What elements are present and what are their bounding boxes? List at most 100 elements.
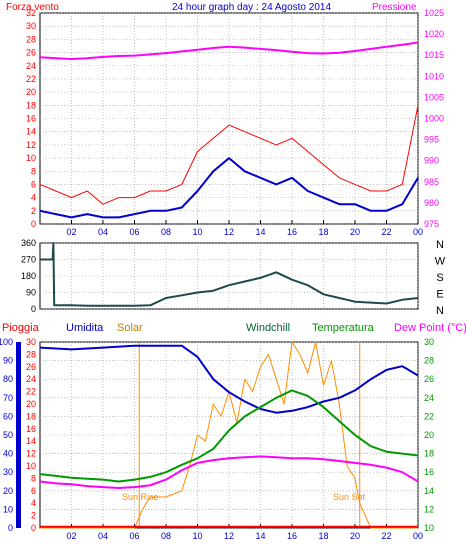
y-tick-label: 18	[26, 100, 36, 110]
y-tick-label: 16	[424, 467, 434, 477]
y-tick-label: 0	[8, 523, 13, 533]
y-tick-label: 14	[26, 127, 36, 137]
y-tick-label: 20	[26, 87, 36, 97]
y-tick-label: 90	[26, 288, 36, 298]
x-tick-label: 20	[350, 227, 360, 237]
y-tick-label: 4	[31, 498, 36, 508]
series-3	[16, 341, 419, 529]
temperature-line	[39, 389, 419, 483]
y-tick-label: 980	[424, 198, 439, 208]
windchill-label: Windchill	[246, 322, 290, 334]
y-tick-label: 24	[26, 61, 36, 71]
y-tick-label: 12	[26, 140, 36, 150]
rain-label: Pioggia	[2, 322, 40, 334]
pressure-label: Pressione	[372, 2, 417, 13]
y-tick-label: 8	[31, 166, 36, 176]
y-tick-label: 10	[26, 153, 36, 163]
wind-pressure-panel: Forza vento 24 hour graph day : 24 Agost…	[6, 2, 444, 237]
y-tick-label: 40	[3, 449, 13, 459]
x-tick-label: 08	[161, 227, 171, 237]
y-tick-label: 1020	[424, 29, 444, 39]
y-tick-label: 270	[21, 255, 36, 265]
solar-label: Solar	[117, 322, 143, 334]
y-tick-label: 990	[424, 156, 439, 166]
y-tick-label: 0	[31, 304, 36, 314]
y-tick-label: 50	[3, 430, 13, 440]
sunset-annotation: Sun Set	[333, 492, 366, 502]
y-tick-label: 6	[31, 486, 36, 496]
x-tick-label: 08	[161, 531, 171, 541]
pressure-line	[39, 41, 419, 60]
y-tick-label: 26	[424, 374, 434, 384]
compass-label: S	[436, 272, 443, 284]
x-tick-label: 16	[287, 531, 297, 541]
x-axis-3: 02 04 06 08 10 12 14 16 18 20 22 00	[66, 524, 423, 541]
y-tick-label: 18	[26, 411, 36, 421]
y-tick-label: 985	[424, 177, 439, 187]
y-tick-label: 32	[26, 8, 36, 18]
x-tick-label: 16	[287, 227, 297, 237]
y-tick-label: 100	[0, 337, 13, 347]
x-tick-label: 12	[224, 531, 234, 541]
y-tick-label: 1005	[424, 92, 444, 102]
gust-line	[39, 105, 419, 205]
y-tick-label: 24	[424, 393, 434, 403]
x-tick-label: 02	[66, 531, 76, 541]
y-tick-label: 2	[31, 511, 36, 521]
y-tick-label: 60	[3, 411, 13, 421]
y-tick-label: 360	[21, 238, 36, 248]
x-tick-label: 22	[381, 227, 391, 237]
y-tick-label: 1015	[424, 50, 444, 60]
x-tick-label: 18	[318, 531, 328, 541]
y-tick-label: 180	[21, 271, 36, 281]
grid-2	[40, 242, 419, 310]
y-tick-label: 14	[424, 486, 434, 496]
speed-line	[39, 157, 419, 219]
y-tick-label: 16	[26, 114, 36, 124]
x-tick-label: 06	[129, 531, 139, 541]
y-tick-label: 22	[26, 387, 36, 397]
series-2	[40, 242, 419, 307]
y-tick-label: 14	[26, 436, 36, 446]
y-tick-label: 20	[424, 430, 434, 440]
y-axis-left-2: 0 90 180 270 360	[21, 238, 36, 314]
y-tick-label: 28	[26, 349, 36, 359]
y-tick-label: 0	[31, 219, 36, 229]
y-tick-label: 22	[26, 74, 36, 84]
x-tick-label: 10	[192, 531, 202, 541]
y-tick-label: 1010	[424, 71, 444, 81]
y-tick-label: 28	[424, 356, 434, 366]
series-1	[39, 41, 419, 219]
humidity-scale-bar	[16, 342, 21, 528]
y-tick-label: 22	[424, 411, 434, 421]
sunrise-annotation: Sun Rise	[122, 492, 159, 502]
x-tick-label: 00	[413, 531, 423, 541]
y-tick-label: 70	[3, 393, 13, 403]
y-tick-label: 20	[3, 486, 13, 496]
y-tick-label: 1000	[424, 114, 444, 124]
y-tick-label: 16	[26, 424, 36, 434]
y-tick-label: 12	[26, 449, 36, 459]
temperature-panel: Pioggia Umidita Solar Windchill Temperat…	[0, 322, 466, 541]
x-tick-label: 22	[381, 531, 391, 541]
x-tick-label: 20	[350, 531, 360, 541]
x-tick-label: 06	[129, 227, 139, 237]
y-tick-label: 10	[3, 504, 13, 514]
y-tick-label: 24	[26, 374, 36, 384]
y-tick-label: 18	[424, 449, 434, 459]
y-tick-label: 4	[31, 193, 36, 203]
y-tick-label: 30	[26, 337, 36, 347]
y-tick-label: 20	[26, 399, 36, 409]
y-tick-label: 80	[3, 374, 13, 384]
y-tick-label: 2	[31, 206, 36, 216]
x-tick-label: 00	[413, 227, 423, 237]
x-tick-label: 14	[255, 531, 265, 541]
x-tick-label: 12	[224, 227, 234, 237]
x-tick-label: 14	[255, 227, 265, 237]
y-tick-label: 12	[424, 504, 434, 514]
